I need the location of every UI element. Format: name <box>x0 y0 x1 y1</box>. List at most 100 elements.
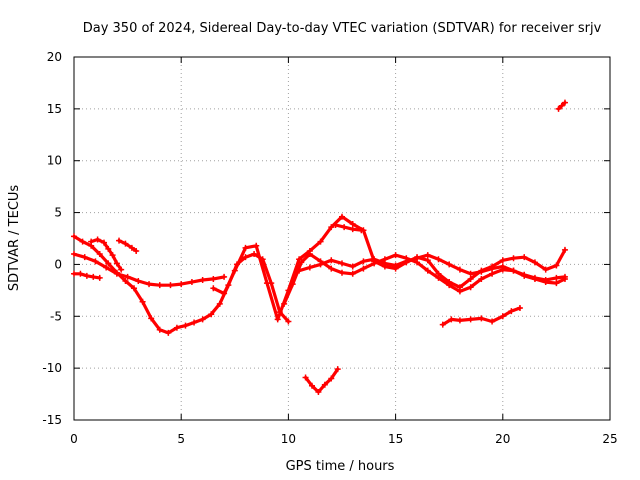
series-track-d <box>88 236 125 273</box>
data-point <box>456 288 463 295</box>
data-point <box>555 105 562 112</box>
data-point <box>308 382 315 389</box>
data-point <box>109 252 116 259</box>
plot-data <box>71 99 568 395</box>
tick-labels: 0 5 10 15 20 25 -15 -10 -5 0 5 10 15 20 <box>42 50 617 446</box>
data-point <box>360 265 367 272</box>
data-point <box>424 257 431 264</box>
data-point <box>298 259 305 266</box>
data-point <box>88 238 95 245</box>
series-trace <box>304 367 340 394</box>
data-point <box>499 313 506 320</box>
data-point <box>349 226 356 233</box>
data-point <box>216 300 223 307</box>
y-tick-label: 5 <box>54 206 62 220</box>
data-point <box>103 264 110 271</box>
data-point <box>448 316 455 323</box>
data-point <box>231 267 238 274</box>
data-point <box>242 244 249 251</box>
data-point <box>210 285 217 292</box>
series-track-e <box>116 237 140 254</box>
data-point <box>332 222 339 229</box>
data-point <box>296 256 303 263</box>
data-point <box>92 258 99 265</box>
data-point <box>553 280 560 287</box>
data-point <box>561 275 568 282</box>
data-point <box>263 280 270 287</box>
y-tick-label: 15 <box>47 102 62 116</box>
data-point <box>105 260 112 267</box>
data-point <box>122 240 129 247</box>
data-point <box>146 281 153 288</box>
data-point <box>221 273 228 280</box>
series-trace <box>334 223 363 232</box>
series-track-f <box>210 213 568 323</box>
data-point <box>199 316 206 323</box>
data-point <box>542 279 549 286</box>
y-axis-label: SDTVAR / TECUs <box>7 185 22 292</box>
series-track-h <box>296 252 568 287</box>
data-point <box>77 270 84 277</box>
data-point <box>478 268 485 275</box>
plot-frame <box>73 56 611 421</box>
data-point <box>456 266 463 273</box>
data-point <box>531 275 538 282</box>
data-point <box>328 224 335 231</box>
x-tick-label: 10 <box>281 432 296 446</box>
x-tick-label: 5 <box>177 432 185 446</box>
series-track-a <box>71 251 228 289</box>
data-point <box>116 237 123 244</box>
data-point <box>210 275 217 282</box>
data-point <box>148 315 155 322</box>
data-point <box>90 273 97 280</box>
data-point <box>446 261 453 268</box>
data-point <box>542 266 549 273</box>
series-track-i <box>332 222 365 234</box>
data-point <box>349 263 356 270</box>
x-tick-label: 20 <box>495 432 510 446</box>
data-point <box>424 252 431 259</box>
y-tick-label: 0 <box>54 257 62 271</box>
series-track-l <box>555 99 568 112</box>
data-point <box>321 381 328 388</box>
data-point <box>253 242 260 249</box>
y-tick-label: -5 <box>50 309 62 323</box>
data-point <box>317 261 324 268</box>
data-point <box>467 270 474 277</box>
data-point <box>499 263 506 270</box>
data-point <box>122 278 129 285</box>
data-point <box>302 374 309 381</box>
data-point <box>296 267 303 274</box>
data-point <box>94 236 101 243</box>
data-point <box>424 267 431 274</box>
data-point <box>510 255 517 262</box>
data-point <box>558 102 565 109</box>
data-point <box>334 366 341 373</box>
data-point <box>182 322 189 329</box>
data-point <box>435 256 442 263</box>
data-point <box>71 270 77 277</box>
data-point <box>113 260 120 267</box>
data-point <box>101 239 108 246</box>
data-point <box>392 252 399 259</box>
data-point <box>139 298 146 305</box>
data-point <box>156 282 163 289</box>
data-point <box>446 282 453 289</box>
data-point <box>456 317 463 324</box>
data-point <box>135 278 142 285</box>
data-point <box>499 257 506 264</box>
data-point <box>435 274 442 281</box>
data-point <box>131 285 138 292</box>
data-point <box>199 276 206 283</box>
data-point <box>306 251 313 258</box>
data-point <box>358 227 365 234</box>
series-track-j <box>439 304 523 328</box>
data-point <box>165 329 172 336</box>
data-point <box>328 257 335 264</box>
data-point <box>489 318 496 325</box>
data-point <box>339 260 345 267</box>
data-point <box>96 251 103 258</box>
data-point <box>328 375 335 382</box>
data-point <box>516 304 523 311</box>
